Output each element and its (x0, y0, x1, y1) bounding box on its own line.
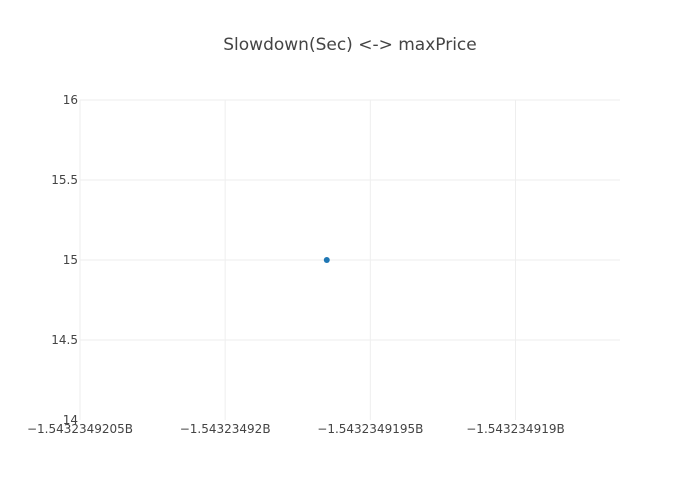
data-point (323, 257, 330, 263)
chart-title: Slowdown(Sec) <-> maxPrice (223, 35, 477, 55)
y-tick-label: 15 (63, 253, 78, 267)
y-axis-ticks: 14 14.5 15 15.5 16 (51, 93, 78, 427)
x-tick-label: −1.543234919B (466, 422, 564, 436)
gridlines (79, 99, 620, 420)
y-tick-label: 15.5 (51, 173, 78, 187)
x-tick-label: −1.5432349205B (27, 422, 133, 436)
data-points (323, 257, 330, 263)
x-axis-ticks: −1.5432349205B −1.54323492B −1.5432349195B… (27, 422, 565, 436)
x-tick-label: −1.54323492B (180, 422, 271, 436)
x-tick-label: −1.5432349195B (317, 422, 423, 436)
y-tick-label: 14 (63, 413, 78, 427)
y-tick-label: 14.5 (51, 333, 78, 347)
y-tick-label: 16 (63, 93, 78, 107)
